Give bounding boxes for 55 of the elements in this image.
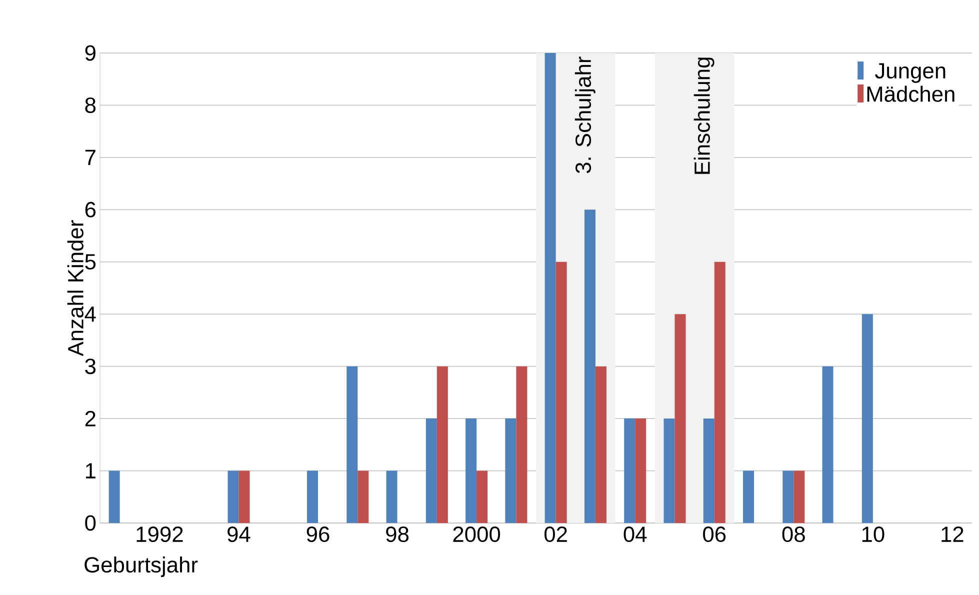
- band-label: Einschulung: [694, 58, 714, 174]
- bar: [794, 470, 805, 523]
- bar: [426, 418, 437, 523]
- bar: [307, 470, 318, 523]
- bar: [516, 366, 528, 523]
- bar: [624, 418, 636, 523]
- band-label: 3. Schuljahr: [574, 56, 596, 174]
- legend-label: Jungen: [875, 63, 946, 83]
- bar: [703, 418, 714, 523]
- bar: [544, 53, 556, 523]
- y-tick-label: 0: [85, 515, 96, 531]
- bar: [556, 262, 567, 523]
- bar: [714, 262, 726, 523]
- bar: [595, 366, 606, 523]
- legend-label: Mädchen: [867, 86, 954, 102]
- x-tick-label: 94: [228, 526, 250, 542]
- bar: [466, 418, 477, 523]
- x-tick-label: 12: [942, 526, 964, 542]
- y-tick-label: 3: [85, 358, 96, 374]
- y-tick-label: 4: [84, 306, 96, 322]
- x-tick-label: 06: [703, 526, 726, 542]
- bar: [674, 314, 686, 523]
- x-tick-label: 08: [782, 526, 805, 542]
- y-axis-title: Anzahl Kinder: [67, 220, 84, 356]
- y-tick-label: 2: [85, 410, 96, 426]
- bar: [664, 418, 675, 523]
- bar: [386, 470, 398, 523]
- x-tick-label: 98: [386, 526, 409, 542]
- bar: [862, 314, 873, 523]
- y-tick-label: 6: [85, 202, 96, 218]
- x-tick-label: 04: [624, 526, 647, 542]
- bar: [822, 366, 834, 523]
- y-tick-label: 5: [85, 254, 96, 270]
- bar: [782, 470, 794, 523]
- x-tick-label: 96: [306, 526, 330, 542]
- bar: [476, 470, 488, 523]
- bar: [228, 470, 239, 523]
- x-axis-title: Geburtsjahr: [84, 556, 198, 577]
- y-tick-label: 8: [85, 97, 96, 113]
- bar: [358, 470, 369, 523]
- bar: [635, 418, 646, 523]
- x-tick-label: 2000: [453, 526, 500, 542]
- y-tick-label: 7: [85, 150, 96, 165]
- x-tick-label: 02: [544, 526, 567, 542]
- bar: [505, 418, 516, 523]
- bar: [743, 470, 754, 523]
- bar: [346, 366, 358, 523]
- x-tick-label: 10: [862, 526, 884, 542]
- bar: [584, 210, 596, 523]
- y-tick-label: 1: [86, 463, 96, 478]
- bar: [238, 470, 250, 523]
- x-tick-label: 1992: [136, 526, 183, 542]
- bar: [436, 366, 448, 523]
- y-tick-label: 9: [85, 45, 96, 61]
- bar: [108, 470, 120, 523]
